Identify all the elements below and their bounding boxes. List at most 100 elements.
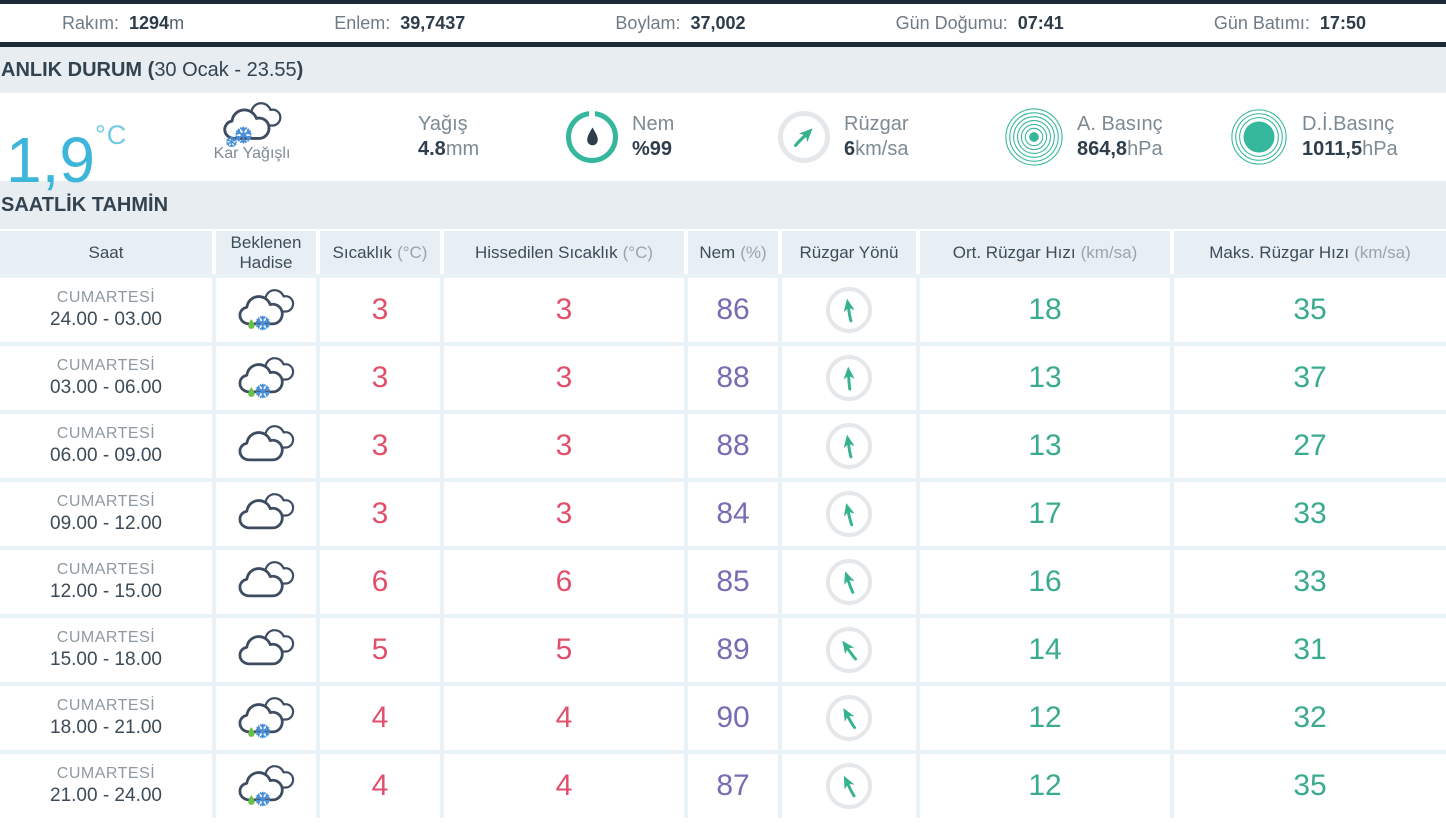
wind-arrow-icon <box>837 771 861 800</box>
cell-wind-direction <box>782 618 916 683</box>
column-header: Sıcaklık (°C) <box>320 231 440 275</box>
cell-max-wind-speed: 33 <box>1174 482 1446 547</box>
cell-time: CUMARTESİ 15.00 - 18.00 <box>0 618 212 683</box>
wind-arrow-icon <box>841 364 857 391</box>
cell-wind-direction <box>782 414 916 479</box>
cell-feels-like: 6 <box>444 550 684 615</box>
sea-pressure-rings-icon <box>1231 109 1287 165</box>
column-header-label: Beklenen Hadise <box>230 233 302 272</box>
topbar-item-label: Enlem: <box>334 12 391 33</box>
cell-expected-condition <box>216 754 316 819</box>
cell-feels-like: 4 <box>444 686 684 751</box>
cell-expected-condition <box>216 618 316 683</box>
row-time-range: 24.00 - 03.00 <box>50 309 162 331</box>
sea-level-pressure-stat: D.İ.Basınç 1011,5hPa <box>1228 93 1398 181</box>
column-header-label: Sıcaklık (°C) <box>332 242 428 262</box>
cell-humidity: 88 <box>688 346 778 411</box>
cell-wind-direction <box>782 346 916 411</box>
weather-icon-sleet <box>235 696 297 740</box>
column-header: Ort. Rüzgar Hızı (km/sa) <box>920 231 1170 275</box>
cell-max-wind-speed: 31 <box>1174 618 1446 683</box>
topbar-item: Gün Doğumu: 07:41 <box>896 13 1064 34</box>
topbar-item-value: 1294 <box>129 12 170 33</box>
cell-temperature: 4 <box>320 754 440 819</box>
topbar-item-value: 17:50 <box>1319 12 1366 33</box>
column-header-label: Hissedilen Sıcaklık (°C) <box>474 242 654 262</box>
location-info-bar: Rakım: 1294m Enlem: 39,7437 Boylam: 37,002 … <box>0 0 1446 47</box>
wind-direction-icon <box>826 423 872 470</box>
wind-arrow-icon <box>837 704 861 732</box>
topbar-item-value: 37,002 <box>690 12 746 33</box>
weather-icon-sleet <box>235 764 297 808</box>
topbar-item-value: 39,7437 <box>400 12 466 33</box>
table-row: CUMARTESİ 15.00 - 18.00 5 5 89 14 31 <box>0 618 1446 683</box>
table-row: CUMARTESİ 24.00 - 03.00 3 3 86 18 35 <box>0 278 1446 343</box>
row-time-range: 15.00 - 18.00 <box>50 649 162 671</box>
topbar-item-value: 07:41 <box>1017 12 1064 33</box>
wind-arrow-icon <box>838 568 860 596</box>
column-header: Saat <box>0 231 212 275</box>
row-day: CUMARTESİ <box>56 629 156 647</box>
topbar-item-unit: m <box>169 12 185 33</box>
cell-time: CUMARTESİ 06.00 - 09.00 <box>0 414 212 479</box>
topbar-item: Boylam: 37,002 <box>615 13 745 34</box>
weather-icon-cloudy <box>235 560 297 604</box>
cell-avg-wind-speed: 17 <box>920 482 1170 547</box>
wind-arrow-icon <box>840 432 858 460</box>
table-row: CUMARTESİ 06.00 - 09.00 3 3 88 13 27 <box>0 414 1446 479</box>
wind-direction-icon <box>826 559 872 606</box>
column-header: Hissedilen Sıcaklık (°C) <box>444 231 684 275</box>
snow-cloud-icon <box>218 101 286 147</box>
row-time-range: 03.00 - 06.00 <box>50 377 162 399</box>
row-day: CUMARTESİ <box>56 561 156 579</box>
actual-pressure-stat: A. Basınç 864,8hPa <box>1003 93 1163 181</box>
cell-feels-like: 4 <box>444 754 684 819</box>
wind-arrow-icon <box>789 122 819 152</box>
cell-time: CUMARTESİ 12.00 - 15.00 <box>0 550 212 615</box>
cell-max-wind-speed: 35 <box>1174 754 1446 819</box>
wind-direction-icon <box>826 491 872 538</box>
cell-wind-direction <box>782 686 916 751</box>
pressure-label: A. Basınç <box>1077 113 1163 135</box>
wind-stat: Rüzgar 6km/sa <box>778 93 908 181</box>
weather-icon-cloudy <box>235 492 297 536</box>
cell-humidity: 88 <box>688 414 778 479</box>
topbar-item-label: Gün Doğumu: <box>895 12 1008 33</box>
weather-icon-cloudy <box>235 424 297 468</box>
topbar-item-label: Boylam: <box>615 12 681 33</box>
wind-label: Rüzgar <box>844 113 909 135</box>
cell-temperature: 5 <box>320 618 440 683</box>
column-header-label: Rüzgar Yönü <box>799 242 899 262</box>
cell-feels-like: 3 <box>444 278 684 343</box>
wind-direction-icon <box>826 695 872 742</box>
column-header-label: Maks. Rüzgar Hızı (km/sa) <box>1209 242 1411 262</box>
wind-direction-icon <box>826 763 872 810</box>
cell-max-wind-speed: 37 <box>1174 346 1446 411</box>
forecast-table-body: CUMARTESİ 24.00 - 03.00 3 3 86 18 35 CUM… <box>0 274 1446 819</box>
cell-expected-condition <box>216 482 316 547</box>
row-day: CUMARTESİ <box>56 357 156 375</box>
wind-direction-gauge-icon <box>778 111 830 163</box>
weather-icon-sleet <box>235 356 297 400</box>
topbar-item: Enlem: 39,7437 <box>334 13 465 34</box>
cell-humidity: 87 <box>688 754 778 819</box>
cell-expected-condition <box>216 346 316 411</box>
column-header: Maks. Rüzgar Hızı (km/sa) <box>1174 231 1446 275</box>
table-row: CUMARTESİ 12.00 - 15.00 6 6 85 16 33 <box>0 550 1446 615</box>
cell-time: CUMARTESİ 09.00 - 12.00 <box>0 482 212 547</box>
cell-max-wind-speed: 33 <box>1174 550 1446 615</box>
table-row: CUMARTESİ 21.00 - 24.00 4 4 87 12 35 <box>0 754 1446 819</box>
precipitation-label: Yağış <box>418 113 468 135</box>
wind-direction-icon <box>826 355 872 402</box>
cell-temperature: 3 <box>320 346 440 411</box>
humidity-value: %99 <box>632 138 673 160</box>
current-condition: Kar Yağışlı <box>192 101 312 163</box>
cell-max-wind-speed: 35 <box>1174 278 1446 343</box>
cell-humidity: 86 <box>688 278 778 343</box>
cell-temperature: 3 <box>320 278 440 343</box>
table-row: CUMARTESİ 03.00 - 06.00 3 3 88 13 37 <box>0 346 1446 411</box>
column-header-label: Saat <box>88 242 124 262</box>
hourly-section-title: SAATLİK TAHMİN <box>1 193 169 216</box>
cell-temperature: 6 <box>320 550 440 615</box>
row-time-range: 09.00 - 12.00 <box>50 513 162 535</box>
